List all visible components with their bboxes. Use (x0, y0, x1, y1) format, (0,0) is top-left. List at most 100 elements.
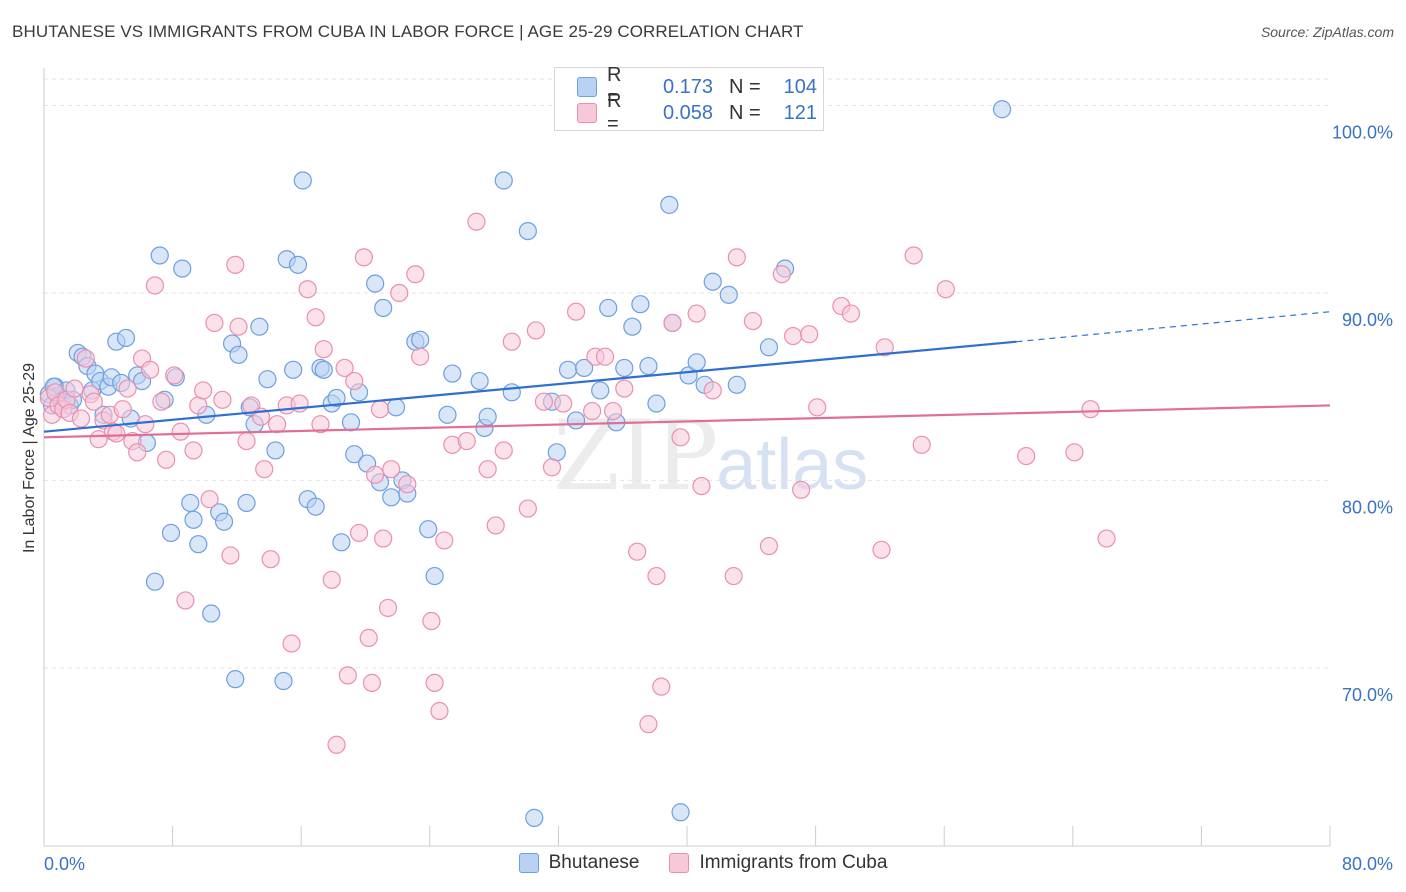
cuba-point (255, 460, 274, 479)
bhutanese-point (116, 328, 136, 348)
cuba-swatch (577, 103, 597, 123)
cuba-point (338, 666, 357, 685)
bhutanese-point (687, 353, 706, 372)
n-value: 121 (783, 101, 817, 124)
cuba-point (663, 313, 682, 333)
x-tick-label: 80.0% (1342, 854, 1393, 874)
cuba-point (542, 458, 562, 477)
bhutanese-trend-extension (1016, 311, 1331, 343)
bhutanese-point (470, 371, 489, 391)
cuba-point (306, 308, 325, 327)
bhutanese-point (250, 317, 269, 336)
bhutanese-point (386, 398, 406, 417)
cuba-point (165, 366, 184, 385)
bhutanese-point (202, 604, 221, 623)
bhutanese-point (494, 171, 513, 190)
bhutanese-point (992, 100, 1012, 119)
bhutanese-point (189, 535, 208, 554)
bhutanese-point (382, 488, 401, 507)
cuba-point (390, 283, 409, 303)
bhutanese-point (214, 512, 234, 531)
cuba-point (518, 499, 537, 518)
bhutanese-point (558, 360, 578, 379)
bhutanese-point (284, 360, 303, 379)
bhutanese-point (150, 246, 169, 265)
bhutanese-point (314, 360, 333, 379)
cuba-point (229, 317, 248, 336)
bhutanese-point (443, 364, 462, 383)
cuba-point (71, 409, 91, 428)
cuba-point (772, 265, 791, 284)
bhutanese-point (525, 808, 544, 827)
bhutanese-point (345, 445, 364, 464)
bhutanese-point (478, 407, 497, 426)
cuba-point (727, 248, 746, 267)
y-axis-label: In Labor Force | Age 25-29 (21, 362, 38, 554)
bhutanese-swatch (577, 77, 597, 97)
cuba-point (875, 338, 894, 357)
cuba-point (1017, 446, 1036, 466)
stats-legend: R = 0.173 N = 104 R = 0.058 N = 121 (554, 64, 824, 135)
cuba-point (221, 546, 240, 565)
cuba-point (425, 673, 444, 693)
cuba-point (1097, 529, 1116, 548)
cuba-point (298, 280, 317, 299)
cuba-point (566, 302, 586, 321)
bhutanese-point (366, 274, 385, 293)
cuba-point (687, 304, 706, 323)
cuba-point (200, 490, 219, 509)
y-tick-label: 70.0% (1342, 685, 1393, 705)
cuba-point (724, 566, 743, 586)
cuba-point (128, 443, 147, 462)
cuba-point (872, 540, 891, 559)
stats-row-bhutanese: R = 0.173 N = 104 (577, 64, 817, 109)
cuba-point (652, 677, 671, 696)
cuba-point (322, 570, 341, 589)
cuba-point (759, 536, 779, 556)
cuba-point (176, 591, 195, 610)
cuba-point (398, 475, 417, 494)
cuba-point (107, 424, 126, 443)
cuba-point (282, 634, 301, 653)
legend-item-bhutanese: Bhutanese (518, 852, 639, 874)
cuba-point (366, 465, 385, 484)
cuba-point (703, 381, 722, 400)
bhutanese-trend-line (43, 340, 1017, 433)
cuba-point (84, 392, 103, 411)
n-label: N = (729, 101, 761, 124)
cuba-point (226, 255, 245, 274)
bhutanese-point (438, 405, 457, 424)
cuba-point (261, 550, 280, 569)
cuba-point (157, 450, 176, 469)
cuba-point (118, 379, 137, 398)
bhutanese-point (258, 370, 277, 389)
bhutanese-point (631, 295, 650, 314)
y-tick-label: 80.0% (1342, 497, 1393, 517)
cuba-point (671, 428, 690, 447)
cuba-point (213, 390, 232, 409)
bhutanese-point (719, 285, 738, 304)
cuba-point (478, 460, 497, 479)
bhutanese-point (591, 381, 610, 400)
bhutanese-point (229, 345, 248, 364)
cuba-point (554, 394, 573, 413)
cuba-point (194, 381, 213, 400)
bhutanese-point (639, 356, 658, 376)
cuba-point (374, 529, 393, 548)
bhutanese-point (518, 221, 537, 241)
cuba-point (494, 441, 513, 460)
bhutanese-point (647, 394, 666, 413)
bhutanese-point (293, 171, 312, 190)
cuba-point (311, 415, 330, 434)
cuba-point (406, 265, 425, 284)
cuba-point (314, 340, 333, 359)
cuba-point (171, 422, 190, 441)
cuba-point (267, 415, 287, 434)
bhutanese-point (173, 259, 192, 278)
bhutanese-point (274, 671, 293, 691)
bhutanese-point (226, 670, 245, 689)
cuba-trend-line (43, 404, 1331, 439)
cuba-point (904, 246, 923, 265)
cuba-point (65, 379, 84, 398)
